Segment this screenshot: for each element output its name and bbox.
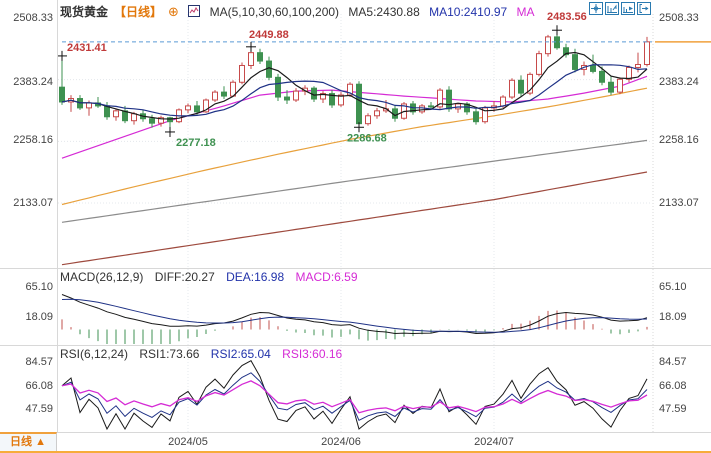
main-axis-left-tick: 2133.07	[13, 197, 53, 209]
ma10-readout: MA10:2410.97	[429, 5, 508, 19]
macd-axis-left-tick: 18.09	[25, 311, 53, 323]
macd-axis-left-tick: 65.10	[25, 281, 53, 293]
rsi2-readout: RSI2:65.04	[210, 347, 271, 361]
svg-text:2286.68: 2286.68	[347, 132, 387, 144]
rsi1-readout: RSI1:73.66	[139, 347, 200, 361]
macd-axis-right-tick: 65.10	[659, 281, 687, 293]
main-axis-right-tick: 2383.24	[659, 76, 699, 88]
exit-fullscreen-icon[interactable]	[637, 2, 651, 15]
svg-text:2431.41: 2431.41	[67, 42, 107, 54]
rsi-axis-left-tick: 47.59	[25, 403, 53, 415]
macd-axis-right-tick: 18.09	[659, 311, 687, 323]
add-indicator-icon[interactable]: ⊕	[168, 4, 179, 19]
time-axis-bar	[0, 433, 711, 451]
panel-divider	[0, 432, 711, 433]
symbol-name: 现货黄金	[60, 5, 109, 19]
indicator-window-icon[interactable]	[605, 2, 619, 15]
month-tick-label: 2024/05	[168, 436, 208, 448]
panel-divider	[0, 345, 711, 346]
period-tag: 【日线】	[114, 5, 163, 19]
axis-divider-left	[57, 0, 58, 432]
chart-toolbar	[589, 2, 651, 15]
panel-divider	[0, 268, 711, 269]
rsi3-readout: RSI3:60.16	[282, 347, 343, 361]
main-axis-right-tick: 2508.33	[659, 12, 699, 24]
month-tick-label: 2024/07	[474, 436, 514, 448]
macd-hist-readout: MACD:6.59	[295, 270, 358, 284]
main-axis-left-tick: 2258.16	[13, 134, 53, 146]
chart-type-icon[interactable]	[188, 5, 201, 19]
crosshair-icon[interactable]	[589, 2, 603, 15]
main-axis-right-tick: 2133.07	[659, 197, 699, 209]
bottom-accent-strip	[0, 451, 711, 453]
rsi-axis-right-tick: 84.57	[659, 356, 687, 368]
ma5-readout: MA5:2430.88	[348, 5, 420, 19]
rsi-axis-left-tick: 66.08	[25, 380, 53, 392]
svg-text:2277.18: 2277.18	[176, 137, 216, 149]
rsi-axis-left-tick: 84.57	[25, 356, 53, 368]
rsi-axis-right-tick: 66.08	[659, 380, 687, 392]
ma-settings-label: MA(5,10,30,60,100,200)	[209, 5, 340, 19]
main-axis-right-tick: 2258.16	[659, 134, 699, 146]
macd-header: MACD(26,12,9) DIFF:20.27 DEA:16.98 MACD:…	[60, 270, 366, 284]
rsi-axis-right-tick: 47.59	[659, 403, 687, 415]
rsi-params-label: RSI(6,12,24)	[60, 347, 129, 361]
main-axis-left-tick: 2508.33	[13, 12, 53, 24]
ma-extra-readout: MA	[516, 5, 535, 19]
svg-text:2483.56: 2483.56	[547, 11, 587, 23]
next-chart-icon[interactable]	[621, 2, 635, 15]
svg-text:2449.88: 2449.88	[249, 29, 289, 41]
macd-params-label: MACD(26,12,9)	[60, 270, 144, 284]
period-selector[interactable]: 日线 ▲	[0, 432, 57, 451]
rsi-header: RSI(6,12,24) RSI1:73.66 RSI2:65.04 RSI3:…	[60, 347, 350, 361]
chart-header: 现货黄金 【日线】 ⊕ MA(5,10,30,60,100,200) MA5:243…	[60, 3, 541, 19]
month-tick-label: 2024/06	[321, 436, 361, 448]
main-axis-left-tick: 2383.24	[13, 76, 53, 88]
macd-diff-readout: DIFF:20.27	[154, 270, 215, 284]
macd-dea-readout: DEA:16.98	[226, 270, 285, 284]
